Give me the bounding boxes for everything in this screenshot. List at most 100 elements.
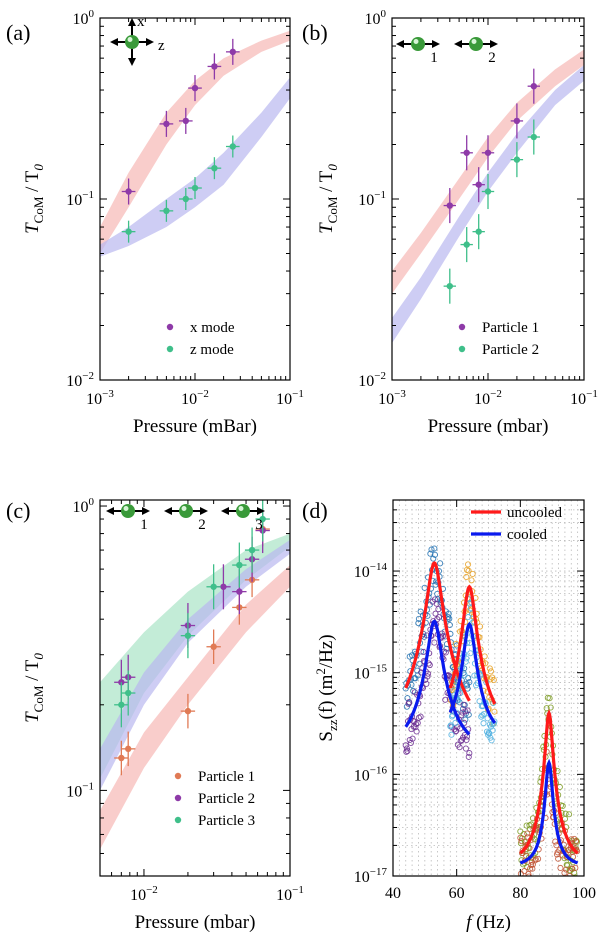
- tick-base: 10: [66, 783, 82, 800]
- particle-icon: [411, 37, 425, 51]
- psd-sample: [446, 615, 453, 622]
- data-point: [236, 561, 243, 569]
- y-label-sub: CoM: [31, 196, 46, 223]
- legend-marker: [458, 323, 466, 331]
- y-label-sub: 0: [31, 164, 46, 171]
- psd-sample: [534, 875, 536, 876]
- y-tick-label: 10−14: [354, 561, 388, 581]
- tick-base: 10: [474, 391, 490, 408]
- psd-sample: [459, 709, 466, 716]
- inset-particles: [106, 504, 265, 518]
- data-point: [236, 588, 243, 595]
- x-axis-label: Pressure (mBar): [133, 416, 257, 437]
- y-label-sub: CoM: [31, 685, 46, 712]
- data-point: [446, 282, 453, 290]
- x-tick-label: 10−2: [474, 388, 502, 408]
- panel-label: (b): [302, 20, 328, 45]
- arrow-head-right: [200, 507, 208, 515]
- inset-axis-label: x: [137, 14, 145, 30]
- cooled-fit-line: [404, 619, 471, 736]
- tick-base: 10: [276, 391, 292, 408]
- tick-exponent: −2: [490, 388, 502, 400]
- panel-label: (d): [302, 498, 328, 523]
- particle-icon: [121, 504, 135, 518]
- psd-sample: [486, 730, 493, 737]
- x-tick-label: 100: [572, 885, 596, 902]
- cooled-fit-line: [448, 621, 497, 724]
- data-point: [210, 583, 217, 590]
- data-point: [191, 184, 199, 192]
- legend-marker: [174, 794, 182, 802]
- arrow-head-up: [128, 18, 136, 26]
- y-label-slash: / T: [316, 170, 337, 196]
- tick-base: 10: [570, 391, 586, 408]
- psd-sample: [466, 679, 473, 686]
- data-point: [248, 546, 256, 554]
- particle-highlight: [471, 39, 477, 44]
- psd-sample: [469, 570, 476, 577]
- y-tick-label: 10−1: [66, 189, 94, 209]
- x-tick-label: 40: [385, 885, 401, 902]
- psd-sample: [488, 737, 495, 744]
- tick-base: 10: [181, 391, 197, 408]
- psd-sample: [464, 707, 471, 714]
- data-point: [220, 583, 227, 590]
- psd-sample: [465, 711, 472, 718]
- x-axis-label-symbol: f: [466, 912, 474, 932]
- arrow-head-left: [106, 507, 114, 515]
- psd-sample: [565, 878, 570, 883]
- arrow-head-down: [128, 58, 136, 66]
- tick-exponent: −17: [370, 866, 388, 878]
- arrow-head-right: [142, 507, 150, 515]
- psd-sample: [572, 874, 579, 876]
- y-label-end: /Hz): [316, 634, 337, 668]
- psd-sample: [431, 639, 438, 646]
- y-axis-label: Szz(f) (m2/Hz): [313, 634, 340, 741]
- data-point: [259, 515, 266, 523]
- legend: uncooled cooled: [471, 505, 562, 543]
- psd-sample: [568, 865, 575, 872]
- legend-entry: Particle 1: [482, 320, 539, 336]
- plot-area: [100, 30, 290, 257]
- tick-exponent: −14: [370, 561, 388, 573]
- particle-highlight: [181, 506, 187, 511]
- particle-highlight: [123, 506, 129, 511]
- psd-sample: [481, 653, 488, 660]
- plot-area: [392, 49, 584, 344]
- x-axis-label: Pressure (mbar): [428, 416, 549, 437]
- data-point: [513, 156, 521, 163]
- psd-sample: [520, 831, 527, 838]
- psd-sample: [413, 728, 420, 735]
- psd-sample: [529, 865, 536, 872]
- data-point: [229, 143, 237, 150]
- inset-particle-label: 1: [430, 50, 438, 66]
- psd-sample: [468, 577, 475, 584]
- inset-particles: [396, 37, 498, 51]
- x-tick-label: 10−1: [570, 388, 598, 408]
- tick-base: 10: [354, 564, 370, 581]
- arrow-head-right: [490, 40, 498, 48]
- legend-marker: [166, 323, 174, 331]
- y-axis-label: TCoM / T0: [316, 164, 340, 234]
- tick-exponent: −15: [370, 663, 388, 675]
- arrow-head-left: [164, 507, 172, 515]
- psd-sample: [524, 830, 531, 837]
- data-point: [118, 754, 125, 762]
- y-tick-label: 10−2: [358, 370, 386, 390]
- psd-sample: [491, 708, 498, 715]
- particle-icon: [469, 37, 483, 51]
- psd-sample: [415, 615, 422, 622]
- x-tick-label: 10−1: [276, 884, 304, 904]
- legend-entry: cooled: [507, 527, 547, 543]
- y-label-sup: 2: [313, 668, 328, 675]
- cooled-fit-line: [519, 758, 579, 865]
- y-label-slash: / T: [22, 659, 43, 685]
- psd-sample: [406, 699, 413, 706]
- data-point: [163, 120, 170, 128]
- psd-sample: [442, 649, 449, 656]
- psd-sample: [479, 712, 486, 719]
